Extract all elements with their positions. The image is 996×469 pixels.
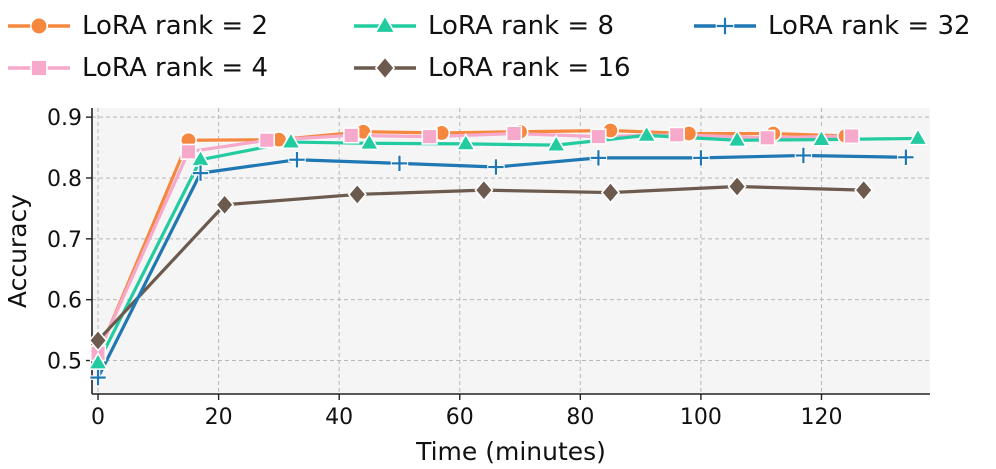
data-point — [843, 127, 860, 145]
y-tick-label: 0.6 — [47, 289, 82, 314]
data-point — [89, 368, 107, 387]
series-markers — [87, 122, 929, 387]
legend-item-rank-32[interactable]: LoRA rank = 32 — [692, 8, 971, 44]
legend-label-rank-32: LoRA rank = 32 — [768, 11, 971, 41]
legend-item-rank-16[interactable]: LoRA rank = 16 — [352, 50, 631, 86]
y-tick-label: 0.8 — [47, 167, 82, 192]
legend-marker — [715, 16, 735, 36]
tick-labels: 0 20 40 60 80 100 120 0.5 0.6 0.7 0.8 0.9 — [47, 106, 842, 430]
data-point — [794, 146, 813, 165]
data-point — [600, 181, 621, 204]
data-point — [180, 143, 197, 160]
data-point — [358, 132, 380, 151]
data-point — [505, 125, 523, 142]
data-point — [455, 132, 477, 151]
legend-marker — [30, 59, 48, 77]
y-tick-label: 0.9 — [47, 106, 82, 131]
legend-item-rank-8[interactable]: LoRA rank = 8 — [352, 8, 614, 44]
data-point — [589, 149, 608, 167]
data-point — [727, 175, 747, 198]
legend-swatch-rank-8 — [354, 14, 416, 34]
series-line-1 — [96, 131, 852, 354]
data-point — [343, 127, 360, 144]
data-point — [474, 178, 494, 202]
data-point — [347, 183, 367, 206]
data-point — [288, 151, 306, 169]
series-line-2 — [96, 133, 918, 364]
legend-label-rank-4: LoRA rank = 4 — [82, 53, 269, 83]
x-tick-label: 80 — [566, 405, 594, 430]
legend: LoRA rank = 2 LoRA rank = 4 LoRA rank = … — [0, 0, 996, 90]
legend-swatch-rank-16 — [354, 55, 416, 81]
data-point — [668, 126, 685, 143]
legend-marker — [373, 14, 397, 34]
x-tick-label: 100 — [680, 405, 722, 430]
x-tick-label: 40 — [325, 405, 353, 430]
legend-label-rank-16: LoRA rank = 16 — [428, 53, 631, 83]
x-tick-label: 0 — [91, 405, 105, 430]
x-tick-label: 120 — [800, 405, 842, 430]
data-point — [390, 154, 409, 173]
data-point — [692, 149, 710, 167]
data-point — [759, 129, 776, 146]
legend-swatch-rank-2 — [8, 16, 70, 36]
data-point — [726, 129, 748, 148]
data-point — [854, 178, 874, 202]
legend-item-rank-2[interactable]: LoRA rank = 2 — [6, 8, 268, 44]
y-axis-title: Accuracy — [3, 194, 32, 308]
data-point — [811, 128, 832, 147]
data-point — [897, 148, 915, 166]
x-tick-label: 60 — [446, 405, 474, 430]
legend-marker — [374, 55, 396, 81]
data-point — [487, 158, 505, 176]
legend-item-rank-4[interactable]: LoRA rank = 4 — [6, 50, 268, 86]
data-point — [907, 127, 929, 146]
legend-label-rank-2: LoRA rank = 2 — [82, 11, 269, 41]
x-tick-label: 20 — [205, 405, 233, 430]
legend-swatch-rank-4 — [8, 59, 70, 77]
legend-swatch-rank-32 — [694, 16, 756, 36]
y-tick-label: 0.5 — [47, 350, 82, 375]
data-point — [88, 329, 108, 352]
data-point — [590, 128, 607, 145]
data-point — [636, 124, 658, 143]
y-tick-label: 0.7 — [47, 228, 82, 253]
data-point — [421, 128, 438, 145]
data-point — [215, 193, 235, 217]
legend-label-rank-8: LoRA rank = 8 — [428, 11, 615, 41]
data-point — [280, 130, 302, 150]
legend-marker — [29, 16, 49, 36]
data-point — [258, 132, 275, 149]
data-point — [545, 133, 567, 153]
data-point — [191, 164, 210, 182]
series-line-0 — [96, 128, 846, 356]
x-axis-title: Time (minutes) — [415, 437, 606, 466]
